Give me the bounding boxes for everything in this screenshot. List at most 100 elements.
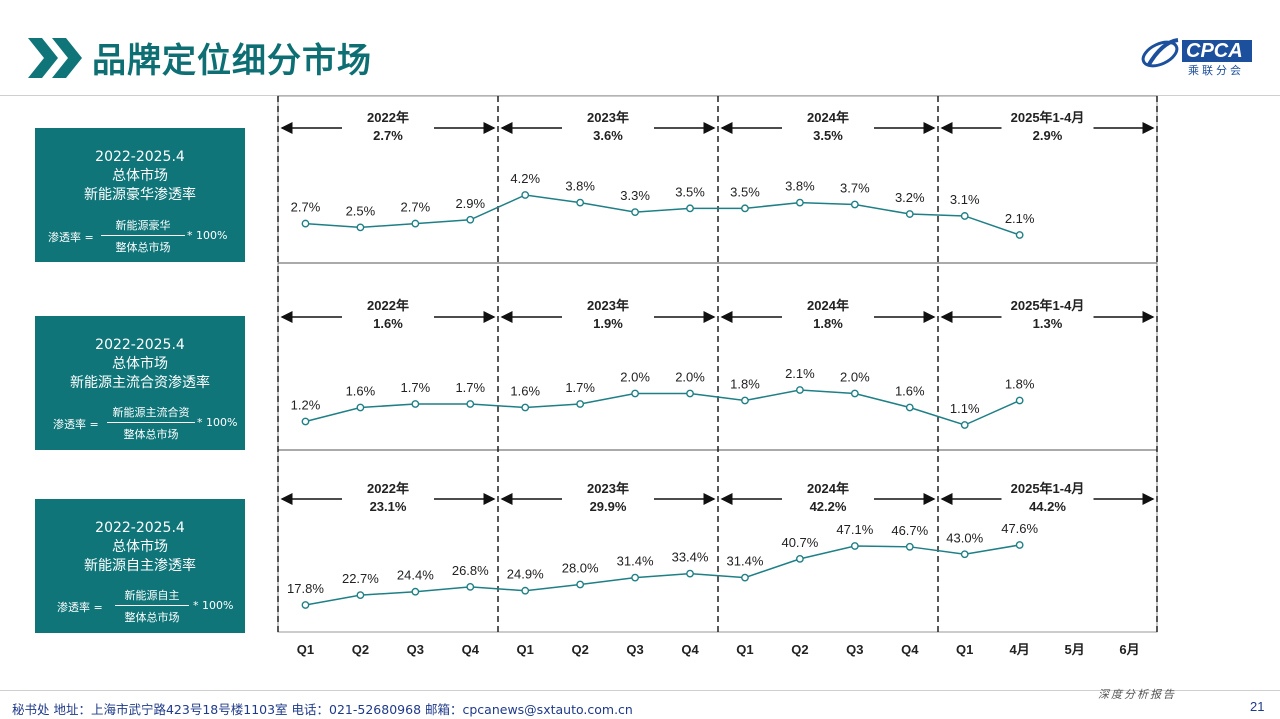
logo-text: CPCA [1186,40,1243,62]
data-point [1015,541,1024,549]
data-point [466,582,475,591]
data-point [686,389,694,398]
data-label: 3.2% [895,190,925,205]
data-point [356,223,365,232]
period-year-label: 2023年 [587,481,629,496]
period-average-label: 2.9% [1033,128,1063,143]
period-year-label: 2025年1-4月 [1011,481,1085,496]
data-point [576,400,585,408]
x-tick-label: Q3 [407,642,424,657]
fraction-bar [107,422,195,423]
formula-denominator: 整体总市场 [115,241,171,254]
data-point [1015,396,1024,405]
data-point [796,198,804,207]
data-label: 47.1% [836,522,873,537]
data-point [576,198,585,207]
data-point [356,403,365,412]
data-label: 1.2% [291,398,321,413]
data-point [741,573,749,582]
period-year-label: 2024年 [807,110,849,125]
data-label: 2.1% [785,366,815,381]
data-point [905,210,914,218]
data-point [356,591,365,600]
logo-subtitle: 乘联分会 [1188,64,1244,77]
data-label: 3.3% [620,188,650,203]
data-label: 1.7% [401,380,431,395]
period-year-label: 2025年1-4月 [1011,298,1085,313]
data-label: 3.5% [730,184,760,199]
period-average-label: 1.6% [373,316,403,331]
data-point [960,421,969,429]
period-average-label: 3.6% [593,128,623,143]
data-label: 1.6% [346,384,376,399]
data-label: 3.5% [675,184,705,199]
data-label: 17.8% [287,581,324,596]
box-line: 总体市场 [112,168,168,184]
x-tick-label: 4月 [1010,642,1030,657]
data-label: 26.8% [452,563,489,578]
data-label: 1.8% [730,377,760,392]
data-point [411,400,420,408]
data-label: 3.8% [785,179,815,194]
data-point [631,389,639,398]
data-label: 2.7% [401,200,431,215]
data-label: 1.7% [455,380,485,395]
period-average-label: 1.9% [593,316,623,331]
x-tick-label: 5月 [1064,642,1084,657]
footer-contact: 秘书处 地址：上海市武宁路423号18号楼1103室 电话：021-526809… [12,702,633,717]
x-tick-label: 6月 [1119,642,1139,657]
formula-numerator: 新能源豪华 [115,219,171,232]
data-label: 1.8% [1005,377,1035,392]
formula: 渗透率 = 新能源豪华 整体总市场 * 100% [35,217,245,257]
data-label: 1.7% [565,380,595,395]
panel-3-description-box: 2022-2025.4 总体市场 新能源自主渗透率 渗透率 = 新能源自主 整体… [35,499,245,633]
page-number: 21 [1250,699,1265,714]
box-line: 新能源豪华渗透率 [84,187,196,203]
data-point [631,208,639,217]
double-chevron-icon [28,38,82,78]
period-average-label: 23.1% [370,499,407,514]
box-line: 新能源主流合资渗透率 [70,375,210,391]
data-label: 28.0% [562,560,599,575]
data-label: 3.1% [950,192,980,207]
box-line: 2022-2025.4 [95,337,185,353]
fraction-bar [115,605,189,606]
box-line: 新能源自主渗透率 [84,558,196,574]
report-tag: 深度分析报告 [1098,688,1176,701]
x-tick-label: Q4 [901,642,919,657]
data-point [905,542,914,551]
data-label: 43.0% [946,530,983,545]
data-label: 40.7% [781,535,818,550]
data-label: 2.9% [455,196,485,211]
data-point [796,554,804,563]
x-tick-label: Q1 [956,642,973,657]
box-line: 总体市场 [112,356,168,372]
data-point [850,200,859,209]
period-year-label: 2022年 [367,110,409,125]
period-year-label: 2022年 [367,481,409,496]
data-label: 24.4% [397,568,434,583]
period-year-label: 2024年 [807,298,849,313]
formula-multiplier: * 100% [187,229,228,242]
box-line: 2022-2025.4 [95,149,185,165]
formula-denominator: 整体总市场 [124,611,180,624]
data-point [301,219,310,228]
formula-label: 渗透率 = [48,231,94,244]
data-point [905,403,914,412]
data-label: 2.7% [291,200,321,215]
period-year-label: 2025年1-4月 [1011,110,1085,125]
x-tick-label: Q1 [736,642,753,657]
period-average-label: 1.3% [1033,316,1063,331]
formula-multiplier: * 100% [197,416,238,429]
data-point [301,601,310,609]
data-label: 31.4% [727,554,764,569]
x-tick-label: Q2 [791,642,808,657]
period-average-label: 44.2% [1029,499,1066,514]
x-tick-label: Q1 [297,642,314,657]
period-average-label: 3.5% [813,128,843,143]
data-label: 1.6% [510,384,540,399]
data-point [521,191,530,199]
data-label: 2.0% [675,370,705,385]
data-point [521,403,530,412]
data-label: 22.7% [342,571,379,586]
